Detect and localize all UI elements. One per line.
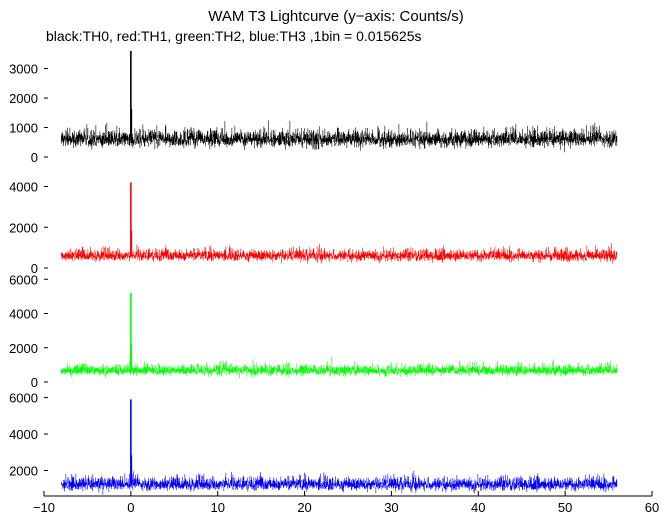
- x-tick-label: 40: [471, 500, 485, 515]
- series-TH3-line: [61, 470, 618, 495]
- x-tick-label: 10: [210, 500, 224, 515]
- x-tick-label: 50: [558, 500, 572, 515]
- chart-subtitle: black:TH0, red:TH1, green:TH2, blue:TH3 …: [46, 28, 422, 44]
- y-tick-label: 4000: [9, 180, 38, 195]
- series-TH2-line: [61, 356, 618, 379]
- series-TH0-line: [61, 120, 618, 153]
- y-tick-label: 6000: [9, 272, 38, 287]
- y-tick-label: 0: [31, 261, 38, 276]
- y-tick-label: 2000: [9, 463, 38, 478]
- y-tick-label: 2000: [9, 91, 38, 106]
- y-tick-label: 6000: [9, 391, 38, 406]
- y-tick-label: 1000: [9, 121, 38, 136]
- y-tick-label: 2000: [9, 341, 38, 356]
- y-tick-label: 2000: [9, 220, 38, 235]
- x-tick-label: 0: [127, 500, 134, 515]
- y-tick-label: 4000: [9, 307, 38, 322]
- y-tick-label: 3000: [9, 62, 38, 77]
- chart-title: WAM T3 Lightcurve (y−axis: Counts/s): [208, 8, 464, 25]
- x-tick-label: −10: [33, 500, 55, 515]
- y-tick-label: 4000: [9, 427, 38, 442]
- x-tick-label: 20: [297, 500, 311, 515]
- y-tick-label: 0: [31, 150, 38, 165]
- series-TH1-line: [61, 243, 618, 264]
- x-tick-label: 30: [384, 500, 398, 515]
- y-tick-label: 0: [31, 375, 38, 390]
- x-tick-label: 60: [645, 500, 659, 515]
